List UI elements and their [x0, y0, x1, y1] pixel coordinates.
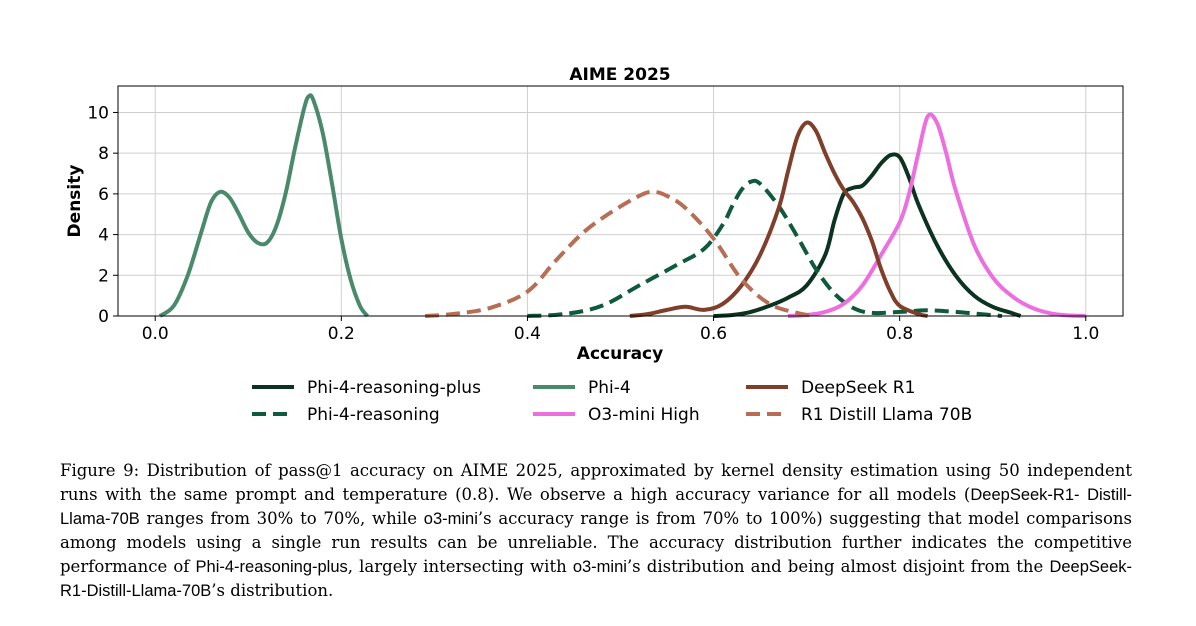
caption-text: ’s accuracy range is from 70% to 100%) s… [477, 509, 1020, 528]
caption-model-name: o3-mini [423, 510, 478, 528]
x-tick-label: 0.4 [514, 324, 541, 344]
density-curves [158, 93, 1086, 318]
x-axis-ticks: 0.0 0.2 0.4 0.6 0.8 1.0 [142, 316, 1099, 344]
caption-model-name: o3-mini [572, 558, 627, 576]
y-tick-label: 2 [98, 266, 109, 286]
caption-text: from the [970, 557, 1050, 576]
y-tick-label: 8 [98, 144, 109, 164]
series-line-deepseek-r1 [629, 120, 928, 318]
chart-title: AIME 2025 [569, 65, 670, 85]
series-line-r1-distill-llama-70b [424, 189, 817, 318]
y-tick-label: 10 [87, 103, 109, 123]
legend-label-phi-4: Phi-4 [588, 378, 631, 398]
x-tick-label: 1.0 [1072, 324, 1099, 344]
plot-frame [117, 85, 1124, 317]
series-line-phi-4 [158, 93, 369, 318]
caption-model-name: Phi-4-reasoning-plus [195, 558, 348, 576]
density-chart: 0.0 0.2 0.4 0.6 0.8 1.0 0 2 4 6 8 10 AIME 2025 Acc… [65, 65, 1124, 425]
x-tick-label: 0.6 [700, 324, 727, 344]
y-axis-title: Density [65, 165, 85, 238]
caption-text: , largely intersecting with [347, 557, 573, 576]
caption-text: ranges from 30% to 70%, while [139, 509, 424, 528]
y-tick-label: 4 [98, 226, 109, 246]
caption-text: ’s distribution. [211, 581, 334, 600]
caption-text: runs with the same prompt and temperatur… [60, 485, 971, 504]
legend: Phi-4-reasoning-plus Phi-4-reasoning Phi-4… [252, 378, 972, 425]
series-line-phi-4-reasoning-plus [713, 152, 1022, 318]
caption-model-name: Distill-Llama-70B [60, 486, 1132, 528]
legend-label-deepseek-r1: DeepSeek R1 [801, 378, 915, 398]
caption-text: comparisons among models using a single … [60, 509, 1132, 552]
figure-caption: Figure 9: Distribution of pass@1 accurac… [60, 459, 1132, 603]
legend-label-r1-distill-llama-70b: R1 Distill Llama 70B [801, 405, 972, 425]
caption-text: ’s distribution and being almost disjoin… [626, 557, 965, 576]
caption-text: Figure 9: Distribution of pass@1 accurac… [60, 461, 1132, 480]
legend-label-o3-mini-high: O3-mini High [588, 405, 700, 425]
y-axis-ticks: 0 2 4 6 8 10 [87, 103, 118, 327]
y-tick-label: 0 [98, 307, 109, 327]
caption-text: competitive performance of [60, 533, 1132, 576]
legend-label-phi-4-reasoning-plus: Phi-4-reasoning-plus [307, 378, 481, 398]
grid-lines [118, 86, 1123, 317]
legend-label-phi-4-reasoning: Phi-4-reasoning [307, 405, 440, 425]
x-axis-title: Accuracy [577, 344, 663, 364]
y-tick-label: 6 [98, 185, 109, 205]
x-tick-label: 0.0 [142, 324, 169, 344]
x-tick-label: 0.2 [328, 324, 355, 344]
caption-model-name: DeepSeek-R1- [970, 486, 1080, 504]
x-tick-label: 0.8 [886, 324, 913, 344]
series-line-o3-mini-high [787, 112, 1086, 318]
caption-model-name: DeepSeek-R1-Distill-Llama-70B [60, 558, 1132, 600]
series-line-phi-4-reasoning [527, 178, 1003, 318]
